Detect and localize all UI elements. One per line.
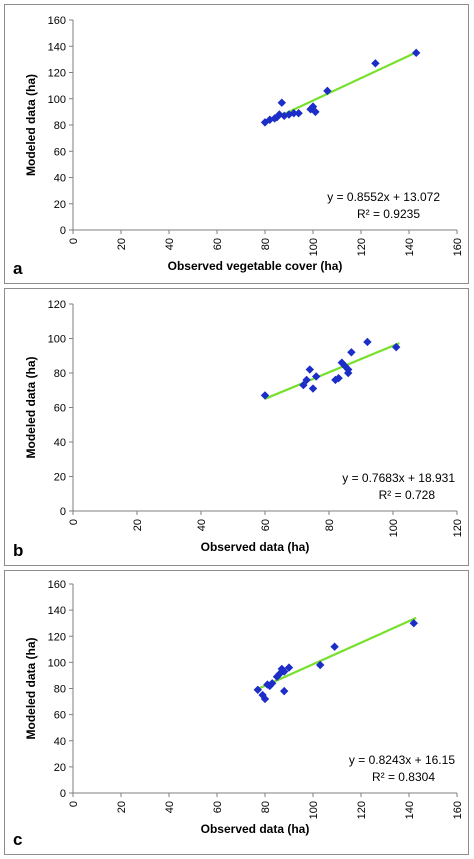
data-point bbox=[347, 348, 356, 357]
y-tick-label: 20 bbox=[54, 762, 66, 774]
data-point bbox=[409, 618, 418, 628]
trendline bbox=[257, 616, 417, 690]
x-axis-title: Observed data (ha) bbox=[201, 540, 310, 554]
x-tick-label: 40 bbox=[196, 519, 208, 531]
y-tick-label: 60 bbox=[54, 710, 66, 722]
y-tick-label: 0 bbox=[60, 788, 66, 800]
y-tick-label: 100 bbox=[48, 657, 66, 669]
data-point bbox=[308, 384, 318, 393]
data-point bbox=[294, 108, 303, 118]
x-tick-label: 80 bbox=[260, 238, 272, 250]
chart-panel-a: 0 20 40 60 80 100 120 140 160 0 20 40 60 80 100 120 140 1… bbox=[4, 4, 469, 284]
x-tick-label: 40 bbox=[164, 238, 176, 250]
data-point bbox=[412, 48, 421, 58]
y-axis-title: Modeled data (ha) bbox=[24, 637, 38, 739]
x-tick-label: 140 bbox=[404, 801, 416, 819]
y-tick-label: 140 bbox=[48, 41, 66, 53]
trendline-equation: y = 0.8552x + 13.072 bbox=[327, 190, 440, 204]
panel-label-b: b bbox=[13, 541, 24, 560]
x-tick-label: 80 bbox=[260, 801, 272, 813]
data-point bbox=[334, 373, 343, 383]
y-axis-title: Modeled data (ha) bbox=[24, 356, 38, 458]
x-tick-label: 100 bbox=[308, 238, 320, 256]
data-point bbox=[312, 372, 321, 381]
y-tick-label: 80 bbox=[54, 684, 66, 696]
data-point bbox=[289, 108, 298, 118]
data-point bbox=[280, 686, 289, 696]
y-tick-label: 100 bbox=[48, 94, 66, 106]
scatter-chart-a: 0 20 40 60 80 100 120 140 160 0 20 40 60 80 100 120 140 1… bbox=[24, 15, 464, 273]
x-tick-label: 0 bbox=[68, 519, 80, 525]
trendline bbox=[264, 51, 417, 125]
x-tick-label: 60 bbox=[260, 519, 272, 531]
r-squared-label: R² = 0.728 bbox=[379, 488, 436, 502]
y-tick-label: 40 bbox=[54, 437, 66, 449]
x-tick-label: 60 bbox=[212, 801, 224, 813]
panel-label-c: c bbox=[13, 830, 23, 849]
x-tick-label: 20 bbox=[116, 238, 128, 250]
data-point bbox=[277, 98, 286, 107]
x-tick-label: 140 bbox=[404, 238, 416, 256]
data-point bbox=[392, 342, 401, 352]
scatter-chart-b: 0 20 40 60 80 100 120 0 20 40 60 80 100 120 y = 0.7683… bbox=[24, 299, 464, 554]
data-point bbox=[305, 365, 314, 374]
trendline-equation: y = 0.7683x + 18.931 bbox=[342, 471, 455, 485]
x-tick-label: 80 bbox=[324, 519, 336, 531]
y-axis-title: Modeled data (ha) bbox=[24, 74, 38, 176]
x-tick-label: 100 bbox=[388, 519, 400, 537]
x-tick-label: 0 bbox=[68, 238, 80, 244]
x-tick-label: 120 bbox=[356, 238, 368, 256]
y-tick-label: 0 bbox=[60, 225, 66, 237]
x-tick-label: 60 bbox=[212, 238, 224, 250]
x-tick-label: 20 bbox=[132, 519, 144, 531]
trendline-equation: y = 0.8243x + 16.15 bbox=[349, 753, 455, 767]
data-point bbox=[344, 365, 353, 374]
y-tick-label: 160 bbox=[48, 15, 66, 27]
y-tick-label: 100 bbox=[48, 334, 66, 346]
y-tick-label: 20 bbox=[54, 472, 66, 484]
x-tick-label: 120 bbox=[356, 801, 368, 819]
data-point bbox=[323, 86, 332, 96]
x-axis-title: Observed data (ha) bbox=[201, 822, 310, 836]
x-axis-title: Observed vegetable cover (ha) bbox=[168, 259, 343, 273]
y-tick-label: 0 bbox=[60, 506, 66, 518]
y-tick-label: 160 bbox=[48, 579, 66, 591]
x-tick-label: 20 bbox=[116, 801, 128, 813]
y-tick-label: 60 bbox=[54, 146, 66, 158]
y-tick-label: 80 bbox=[54, 120, 66, 132]
data-point bbox=[337, 358, 346, 367]
r-squared-label: R² = 0.9235 bbox=[357, 207, 420, 221]
y-tick-label: 120 bbox=[48, 631, 66, 643]
y-tick-label: 60 bbox=[54, 403, 66, 415]
y-tick-label: 40 bbox=[54, 173, 66, 185]
x-tick-label: 160 bbox=[452, 801, 464, 819]
y-tick-label: 80 bbox=[54, 368, 66, 380]
x-tick-label: 40 bbox=[164, 801, 176, 813]
x-tick-label: 100 bbox=[308, 801, 320, 819]
data-point bbox=[302, 375, 311, 385]
chart-panel-c: 0 20 40 60 80 100 120 140 160 0 20 40 60 80 100 120 140 1… bbox=[4, 570, 469, 855]
y-tick-label: 120 bbox=[48, 68, 66, 80]
data-point bbox=[311, 107, 320, 117]
y-tick-label: 140 bbox=[48, 605, 66, 617]
scatter-chart-c: 0 20 40 60 80 100 120 140 160 0 20 40 60 80 100 120 140 1… bbox=[24, 579, 464, 836]
data-point bbox=[330, 642, 339, 651]
data-point bbox=[363, 337, 372, 347]
r-squared-label: R² = 0.8304 bbox=[372, 770, 435, 784]
data-point bbox=[371, 59, 380, 68]
y-tick-label: 20 bbox=[54, 199, 66, 211]
chart-panel-b: 0 20 40 60 80 100 120 0 20 40 60 80 100 120 y = 0.7683… bbox=[4, 288, 469, 566]
x-tick-label: 160 bbox=[452, 238, 464, 256]
data-point bbox=[277, 664, 286, 674]
y-tick-label: 40 bbox=[54, 736, 66, 748]
panel-label-a: a bbox=[13, 259, 23, 278]
x-tick-label: 120 bbox=[452, 519, 464, 537]
data-point bbox=[260, 391, 270, 400]
y-tick-label: 120 bbox=[48, 299, 66, 311]
x-tick-label: 0 bbox=[68, 801, 80, 807]
trendline bbox=[264, 342, 400, 400]
